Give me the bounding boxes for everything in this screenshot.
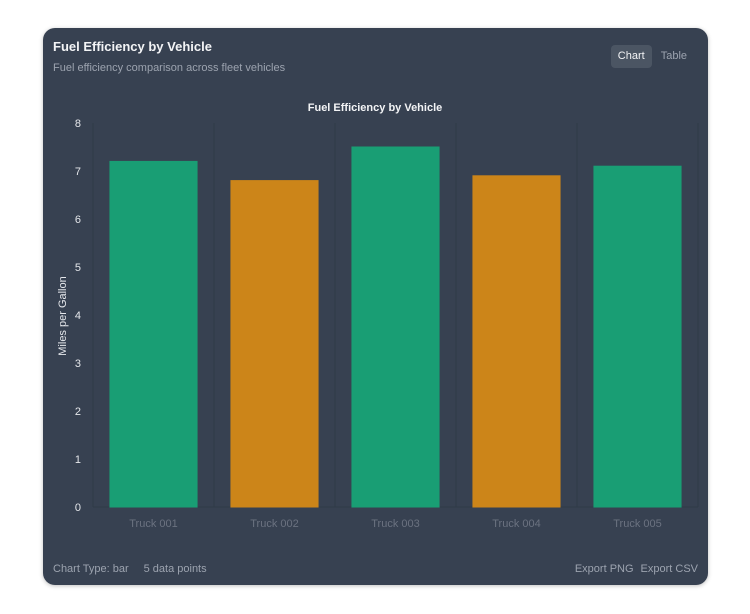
y-tick-label: 6 <box>75 214 81 226</box>
data-points-label: 5 data points <box>143 563 207 575</box>
chart-view-button[interactable]: Chart <box>610 45 652 68</box>
y-tick-label: 2 <box>75 406 81 418</box>
x-tick-label: Truck 003 <box>371 518 420 530</box>
x-tick-label: Truck 002 <box>250 518 299 530</box>
card-title: Fuel Efficiency by Vehicle <box>53 39 212 54</box>
export-actions: Export PNG Export CSV <box>575 563 698 575</box>
bar-truck-002[interactable] <box>230 180 319 508</box>
y-axis-label: Miles per Gallon <box>57 276 69 355</box>
export-csv-button[interactable]: Export CSV <box>640 563 698 575</box>
bar-truck-003[interactable] <box>351 146 440 508</box>
chart-type-label: Chart Type: bar <box>53 563 129 575</box>
y-tick-label: 7 <box>75 166 81 178</box>
y-tick-label: 3 <box>75 358 81 370</box>
view-toggle: Chart Table <box>610 45 694 68</box>
y-tick-label: 4 <box>75 310 81 322</box>
bar-truck-004[interactable] <box>472 175 561 508</box>
y-tick-label: 5 <box>75 262 81 274</box>
x-tick-label: Truck 005 <box>613 518 662 530</box>
card-subtitle: Fuel efficiency comparison across fleet … <box>53 62 286 74</box>
chart-title: Fuel Efficiency by Vehicle <box>308 102 443 114</box>
y-tick-label: 0 <box>75 502 81 514</box>
y-tick-label: 8 <box>75 118 81 130</box>
y-tick-label: 1 <box>75 454 81 466</box>
chart-footer-info: Chart Type: bar 5 data points <box>53 563 207 575</box>
bar-chart: Fuel Efficiency by Vehicle Miles per Gal… <box>57 102 699 530</box>
bar-truck-001[interactable] <box>109 160 198 508</box>
chart-card: Fuel Efficiency by Vehicle Fuel efficien… <box>43 28 708 585</box>
x-tick-label: Truck 004 <box>492 518 541 530</box>
bar-truck-005[interactable] <box>593 165 682 508</box>
table-view-button[interactable]: Table <box>660 50 687 62</box>
x-tick-label: Truck 001 <box>129 518 178 530</box>
export-png-button[interactable]: Export PNG <box>574 563 634 575</box>
